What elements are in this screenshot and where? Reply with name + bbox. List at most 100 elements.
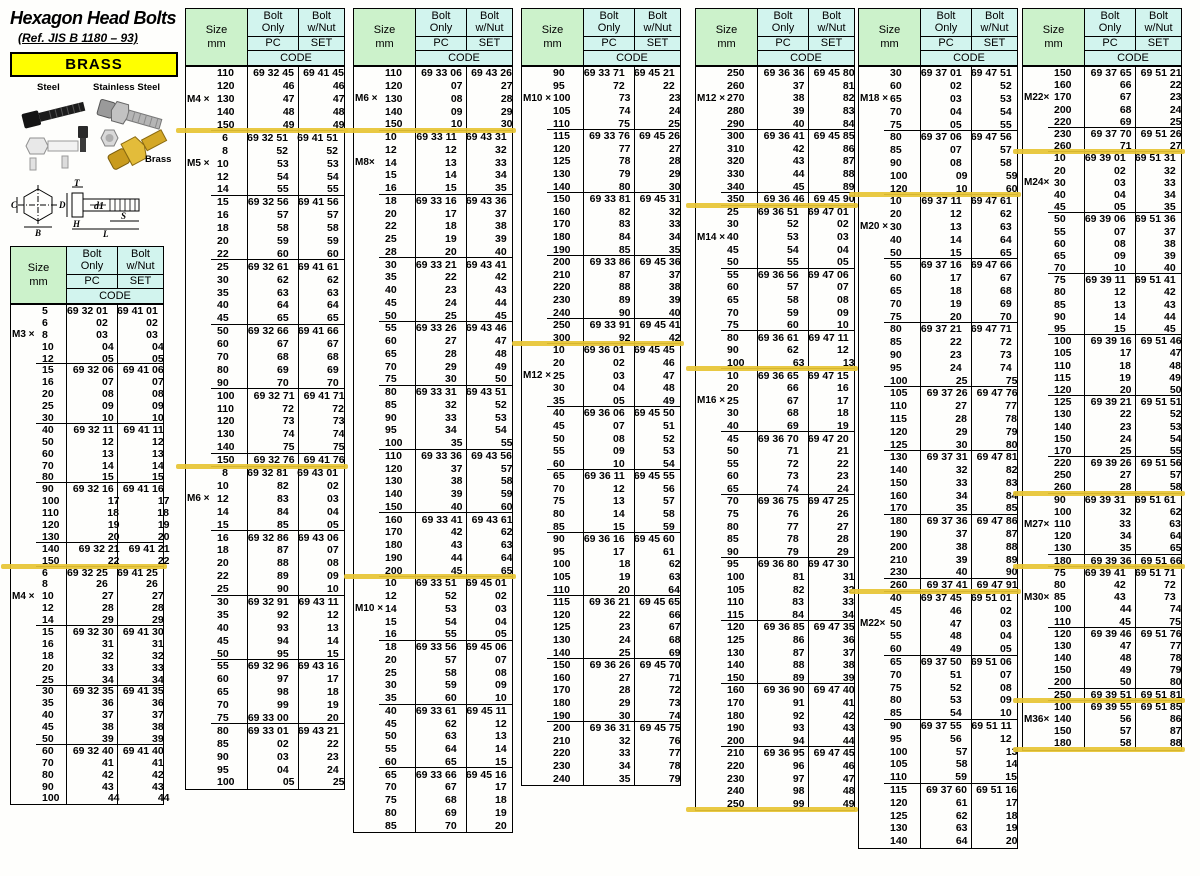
table-row: 150 33 83 (859, 477, 1018, 490)
table-row: 120 07 27 (354, 80, 513, 93)
bolt-only-code: 73 (787, 470, 799, 483)
table-row: 12 12 32 (354, 144, 512, 157)
length-value: 140 (553, 180, 571, 193)
row-group: 15 69 32 06 69 41 06 16 07 07 20 08 08 25 09 09 30 10… (11, 363, 164, 424)
table-row: 15 54 04 (354, 615, 512, 628)
bolt-with-nut-code: 47 (842, 772, 855, 785)
length-value: 330 (727, 168, 745, 181)
table-row: 25 69 36 51 69 47 01 (696, 206, 854, 219)
bolt-only-code: 32 (102, 649, 114, 662)
table-row: 230 89 39 (522, 293, 681, 307)
length-value: 60 (217, 338, 229, 351)
length-value: 95 (727, 558, 739, 571)
bolt-only-code: 63 (277, 286, 289, 299)
bolt-only-code: 90 (618, 306, 631, 319)
bolt-with-nut-code: 84 (1005, 489, 1018, 502)
bolt-only-code: 69 32 01 (66, 304, 108, 317)
bolt-only-code: 72 (787, 457, 799, 470)
table-row: 60 49 05 (859, 643, 1017, 656)
table-row: 100 18 62 (522, 558, 681, 571)
table-row: M3 × 8 03 03 (11, 329, 163, 341)
table-row: 110 75 25 (522, 117, 680, 130)
length-value: 80 (890, 131, 902, 144)
bolt-with-nut-code: 69 47 25 (807, 495, 849, 508)
table-body: 5 69 32 01 69 41 01 6 02 02 M3 × 8 03 03 10 04 04 12 0… (1, 304, 170, 806)
table-row: 125 69 39 21 69 51 51 (1023, 396, 1182, 409)
bolt-with-nut-code: 55 (1000, 118, 1012, 131)
table-row: 65 69 36 11 69 45 55 (522, 470, 680, 483)
small-parts-photo (25, 126, 119, 171)
row-group: 115 69 36 21 69 45 65 120 22 66 125 23 67 130 24 68… (522, 594, 681, 659)
bolt-with-nut-code: 69 43 06 (297, 531, 339, 544)
bolt-only-code: 04 (613, 382, 625, 395)
length-value: 85 (553, 520, 565, 533)
bolt-with-nut-code: 38 (152, 721, 164, 734)
length-value: 45 (42, 721, 54, 734)
bolt-only-code: 69 33 61 (415, 704, 457, 717)
table-row: 330 44 88 (696, 168, 855, 181)
table-row: 40 69 33 61 69 45 11 (354, 705, 512, 718)
length-value: 100 (727, 571, 745, 584)
bolt-only-code: 62 (955, 809, 968, 822)
table-row: 16 55 05 (354, 628, 512, 641)
bolt-only-code: 85 (277, 518, 289, 531)
length-value: 95 (890, 732, 902, 745)
table-row: 55 69 36 56 69 47 06 (696, 269, 854, 282)
bolt-only-code: 69 32 40 (72, 744, 114, 757)
length-value: 40 (553, 407, 565, 420)
bolt-with-nut-code: 37 (495, 207, 507, 220)
bolt-with-nut-code: 69 41 25 (116, 566, 158, 579)
length-value: 230 (553, 293, 571, 306)
row-group: 80 69 33 01 69 43 21 85 02 22 90 03 23 95 04 24 100 0… (186, 723, 345, 788)
bolt-with-nut-code: 44 (157, 792, 170, 805)
bolt-with-nut-code: 69 43 51 (465, 386, 507, 399)
table-row: 190 30 74 (522, 709, 681, 722)
code-table-m22-m36: Size mm Bolt Only Bolt w/Nut PC SET CODE 150 69 37… (1013, 8, 1185, 752)
length-value: 140 (217, 441, 235, 454)
bolt-with-nut-code: 69 51 36 (1134, 213, 1176, 226)
bolt-only-code: 54 (950, 707, 962, 720)
bolt-only-code: 25 (618, 646, 631, 659)
bolt-with-nut-code: 12 (837, 344, 849, 357)
bolt-with-nut-code: 31 (152, 637, 164, 650)
bolt-with-nut-code: 38 (1164, 237, 1176, 250)
bolt-with-nut-code: 69 43 36 (465, 194, 507, 207)
bolt-with-nut-code: 69 45 80 (813, 67, 855, 80)
bolt-with-nut-code: 09 (327, 570, 339, 583)
bolt-only-code: 23 (1119, 420, 1132, 433)
bolt-only-code: 83 (277, 492, 289, 505)
dim-b-label: B (34, 228, 41, 237)
row-group: 200 69 33 86 69 45 36 210 87 37 220 88 38 230 89 39… (522, 254, 681, 319)
length-value: 100 (890, 745, 908, 758)
length-value: 110 (553, 117, 570, 130)
length-value: 120 (553, 142, 571, 155)
length-value: 75 (1054, 274, 1066, 287)
table-row: 18 32 32 (11, 649, 164, 662)
bolt-only-code: 43 (1114, 591, 1126, 604)
table-row: 95 24 74 (859, 361, 1017, 374)
table-row: M4 × 10 27 27 (11, 590, 164, 602)
bolt-with-nut-code: 29 (668, 168, 681, 181)
table-row: 22 18 38 (354, 220, 512, 233)
length-value: 125 (1054, 396, 1072, 409)
bolt-with-nut-code: 02 (1000, 604, 1012, 617)
bolt-with-nut-code: 66 (668, 608, 681, 621)
bolt-only-code: 12 (950, 208, 962, 221)
length-value: 190 (553, 709, 571, 722)
length-value: 60 (890, 643, 902, 656)
bolt-only-code: 69 36 36 (763, 67, 805, 80)
bolt-only-code: 05 (1114, 201, 1126, 214)
bolt-only-code: 56 (950, 732, 962, 745)
bolt-with-nut-code: 69 45 50 (633, 407, 675, 420)
bolt-with-nut-code: 39 (842, 671, 855, 684)
bolt-with-nut-code: 72 (1164, 578, 1176, 591)
bolt-only-code: 34 (102, 673, 114, 686)
bolt-only-code: 52 (787, 218, 799, 231)
length-value: 70 (890, 105, 902, 118)
bolt-with-nut-code: 69 45 21 (633, 67, 675, 80)
bolt-only-code: 69 39 26 (1090, 457, 1132, 470)
bolt-only-code: 53 (445, 602, 457, 615)
bolt-only-code: 44 (792, 168, 805, 181)
bolt-only-code: 69 32 81 (247, 467, 288, 480)
code-table-m4-m6: Size mm Bolt Only Bolt w/Nut PC SET CODE 110 69 32… (176, 8, 348, 790)
